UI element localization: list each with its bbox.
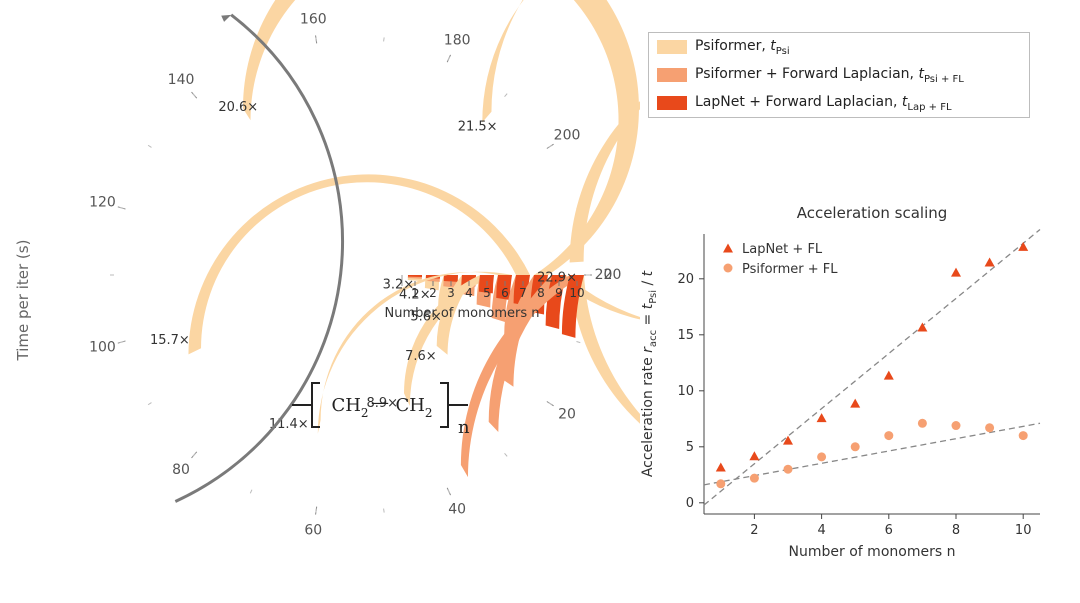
speedup-label: 7.6× — [405, 349, 437, 364]
time-arrow — [175, 15, 342, 502]
inner-tick-label: 9 — [555, 286, 563, 300]
inner-xlabel: Number of monomers n — [385, 306, 540, 321]
inner-tick-label: 5 — [483, 286, 491, 300]
legend-box: Psiformer, tPsi Psiformer + Forward Lapla… — [648, 32, 1030, 118]
svg-text:—: — — [371, 392, 389, 413]
legend-swatch — [657, 40, 687, 54]
marker-circle — [1019, 431, 1028, 440]
scatter-xtick: 2 — [750, 523, 758, 538]
speedup-label: 4.2× — [399, 287, 431, 302]
molecule: CH2—CH2n — [292, 383, 470, 438]
legend-swatch — [657, 96, 687, 110]
scatter-ytick: 10 — [677, 384, 694, 399]
marker-circle — [985, 423, 994, 432]
svg-text:Psiformer + FL: Psiformer + FL — [742, 262, 838, 277]
svg-text:80: 80 — [172, 462, 190, 478]
scatter-legend: LapNet + FL Psiformer + FL — [724, 242, 839, 277]
legend-label: Psiformer, tPsi — [695, 38, 790, 57]
scatter-ylabel: Acceleration rate racc = tPsi / t — [640, 270, 659, 477]
legend-swatch — [657, 68, 687, 82]
polar-ylabel: Time per iter (s) — [14, 240, 32, 362]
speedup-label: 5.6× — [410, 309, 442, 324]
scatter-title: Acceleration scaling — [797, 204, 948, 222]
svg-text:160: 160 — [300, 12, 327, 28]
marker-triangle — [783, 436, 793, 445]
figure-root: 020406080100120140160180200220Number of … — [0, 0, 1080, 603]
inner-tick-label: 6 — [501, 286, 509, 300]
svg-text:LapNet + FL: LapNet + FL — [742, 242, 823, 257]
marker-circle — [750, 474, 759, 483]
svg-text:220: 220 — [595, 267, 622, 283]
scatter-ytick: 20 — [677, 272, 694, 287]
marker-circle — [716, 479, 725, 488]
scatter-ytick: 0 — [686, 496, 694, 511]
scatter-xlabel: Number of monomers n — [789, 544, 956, 560]
svg-text:140: 140 — [168, 72, 195, 88]
speedup-label: 20.6× — [218, 100, 258, 115]
speedup-label: 21.5× — [458, 119, 498, 134]
scatter-xtick: 4 — [817, 523, 825, 538]
bar-psiformer — [188, 174, 530, 354]
marker-circle — [817, 452, 826, 461]
marker-triangle — [917, 322, 927, 331]
inner-tick-label: 10 — [569, 286, 584, 300]
marker-triangle — [749, 451, 759, 460]
legend-label: Psiformer + Forward Laplacian, tPsi + FL — [695, 66, 964, 85]
svg-text:20: 20 — [558, 406, 576, 422]
scatter-xtick: 8 — [952, 523, 960, 538]
svg-text:60: 60 — [304, 522, 322, 538]
marker-triangle — [1018, 242, 1028, 251]
scatter-plot: 2 4 6 8 10 0 5 10 15 20 Acceleration scaling Number… — [634, 198, 1054, 568]
scatter-xtick: 6 — [885, 523, 893, 538]
speedup-label: 15.7× — [150, 333, 190, 348]
polar-chart: 020406080100120140160180200220Number of … — [0, 0, 640, 603]
marker-triangle — [723, 244, 733, 253]
svg-text:n: n — [458, 417, 470, 438]
marker-triangle — [884, 371, 894, 380]
bar-lapnet-fl — [444, 275, 458, 282]
svg-text:180: 180 — [444, 32, 471, 48]
svg-text:200: 200 — [554, 128, 581, 144]
marker-triangle — [817, 413, 827, 422]
scatter-ytick: 5 — [686, 440, 694, 455]
speedup-label: 22.9× — [537, 270, 577, 285]
legend-item: Psiformer + Forward Laplacian, tPsi + FL — [649, 61, 1029, 89]
svg-text:40: 40 — [448, 502, 466, 518]
legend-item: LapNet + Forward Laplacian, tLap + FL — [649, 89, 1029, 117]
svg-text:CH2: CH2 — [331, 395, 368, 420]
scatter-ytick: 15 — [677, 328, 694, 343]
marker-triangle — [985, 258, 995, 267]
marker-circle — [918, 419, 927, 428]
svg-text:120: 120 — [89, 194, 116, 210]
marker-triangle — [850, 399, 860, 408]
marker-triangle — [951, 268, 961, 277]
time-arrow-head — [221, 15, 231, 22]
inner-tick-label: 8 — [537, 286, 545, 300]
marker-circle — [784, 465, 793, 474]
marker-circle — [952, 421, 961, 430]
svg-text:CH2: CH2 — [395, 395, 432, 420]
inner-tick-label: 4 — [465, 286, 473, 300]
legend-label: LapNet + Forward Laplacian, tLap + FL — [695, 94, 952, 113]
marker-triangle — [716, 462, 726, 471]
marker-circle — [851, 442, 860, 451]
inner-tick-label: 7 — [519, 286, 527, 300]
marker-circle — [884, 431, 893, 440]
inner-tick-label: 3 — [447, 286, 455, 300]
scatter-xtick: 10 — [1015, 523, 1032, 538]
svg-text:100: 100 — [89, 340, 116, 356]
legend-item: Psiformer, tPsi — [649, 33, 1029, 61]
